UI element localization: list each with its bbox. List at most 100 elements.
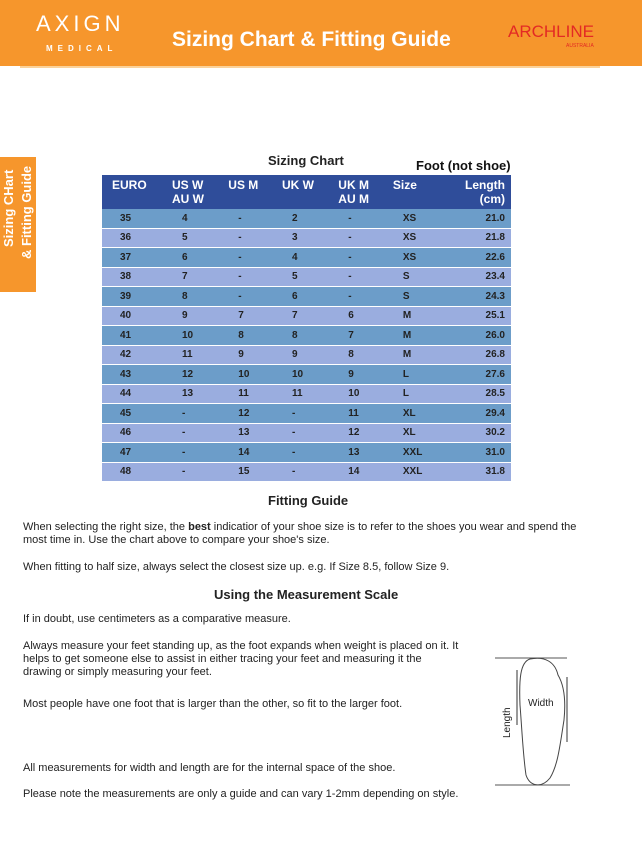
table-cell: 7 <box>328 325 383 346</box>
table-cell: 10 <box>161 325 219 346</box>
table-cell: 46 <box>102 423 162 443</box>
table-cell: 39 <box>102 286 162 307</box>
table-cell: 41 <box>102 325 162 346</box>
measure-p5: Please note the measurements are only a … <box>23 788 459 800</box>
table-cell: 13 <box>328 442 383 463</box>
table-row: 47-14-13 XXL 31.0 <box>102 442 511 463</box>
column-header: UK M AU M <box>328 175 383 209</box>
table-cell: 22.6 <box>435 247 511 268</box>
archline-logo: ARCHLINE <box>508 22 594 41</box>
fitting-p2: When fitting to half size, always select… <box>23 561 450 573</box>
table-cell: 7 <box>271 306 329 326</box>
table-cell: 15 <box>218 462 272 482</box>
table-cell: M <box>382 306 436 326</box>
table-cell: 6 <box>161 247 219 268</box>
table-cell: L <box>382 384 436 404</box>
column-header: UK W <box>271 175 329 209</box>
header-text: AU M <box>338 192 369 206</box>
table-cell: 31.0 <box>435 442 511 463</box>
table-cell: - <box>328 247 383 268</box>
table-cell: - <box>271 442 329 463</box>
table-cell: S <box>382 286 436 307</box>
table-row: 38 7-5- S 23.4 <box>102 267 511 287</box>
table-cell: 5 <box>161 228 219 248</box>
table-row: 44 13 11 11 10 L 28.5 <box>102 384 511 404</box>
table-cell: 14 <box>328 462 383 482</box>
header-text: AU W <box>171 192 204 206</box>
header-text: UK W <box>281 178 314 192</box>
table-cell: 4 <box>161 209 219 229</box>
side-tab: Sizing CHart & Fitting Guide <box>0 157 36 292</box>
header-text: US M <box>228 178 259 192</box>
table-cell: - <box>218 247 272 268</box>
table-cell: 36 <box>102 228 162 248</box>
table-cell: XS <box>382 247 436 268</box>
table-cell: 6 <box>271 286 329 307</box>
table-cell: - <box>271 423 329 443</box>
column-header: US M <box>218 175 272 209</box>
foot-diagram: Width Length <box>495 657 570 786</box>
table-row: 41 10 8 8 7 M 26.0 <box>102 325 511 346</box>
table-cell: 6 <box>328 306 383 326</box>
header-banner <box>0 0 642 66</box>
table-cell: 11 <box>161 345 219 365</box>
sizing-table: EURO US W AU W US M UK W UK M AU M Size Length (c… <box>102 175 511 482</box>
table-row: 43 12 10 10 9 L 27.6 <box>102 364 511 385</box>
table-cell: XL <box>382 423 436 443</box>
page-title: Sizing Chart & Fitting Guide <box>172 28 451 51</box>
table-cell: 35 <box>102 209 162 229</box>
column-header: Length (cm) <box>435 175 511 209</box>
table-cell: 8 <box>161 286 219 307</box>
measure-p1: If in doubt, use centimeters as a compar… <box>23 613 291 625</box>
foot-outline <box>519 657 566 786</box>
table-cell: 10 <box>218 364 272 385</box>
header-text: Length <box>465 178 505 192</box>
table-cell: - <box>161 462 219 482</box>
table-cell: 25.1 <box>435 306 511 326</box>
table-cell: 14 <box>218 442 272 463</box>
table-cell: - <box>328 228 383 248</box>
header-text: US W <box>171 178 204 192</box>
chart-title: Sizing Chart <box>268 153 344 168</box>
table-cell: 9 <box>271 345 329 365</box>
table-cell: 26.8 <box>435 345 511 365</box>
measure-p2: Always measure your feet standing up, as… <box>23 640 459 678</box>
table-cell: 26.0 <box>435 325 511 346</box>
table-cell: 29.4 <box>435 403 511 424</box>
table-cell: 24.3 <box>435 286 511 307</box>
table-cell: 9 <box>218 345 272 365</box>
width-label: Width <box>528 698 554 709</box>
table-cell: 13 <box>218 423 272 443</box>
table-row: 46-13-12 XL 30.2 <box>102 423 511 443</box>
header-text: UK M <box>338 178 369 192</box>
table-cell: 37 <box>102 247 162 268</box>
table-cell: 3 <box>271 228 329 248</box>
axign-logo: AXIGN <box>36 11 125 36</box>
table-cell: - <box>328 286 383 307</box>
side-tab-line1: Sizing CHart <box>1 169 16 247</box>
table-row: 36 5-3- XS 21.8 <box>102 228 511 248</box>
table-cell: 31.8 <box>435 462 511 482</box>
table-row: 37 6-4- XS 22.6 <box>102 247 511 268</box>
table-cell: 44 <box>102 384 162 404</box>
table-cell: 47 <box>102 442 162 463</box>
header-divider <box>20 66 600 68</box>
table-cell: 43 <box>102 364 162 385</box>
table-cell: 11 <box>218 384 272 404</box>
t: When selecting the right size, the <box>23 521 189 533</box>
table-cell: 8 <box>218 325 272 346</box>
table-cell: 38 <box>102 267 162 287</box>
table-row: 39 8-6- S 24.3 <box>102 286 511 307</box>
header-text: Size <box>392 178 417 192</box>
table-cell: M <box>382 345 436 365</box>
table-row: 40 9 7 7 6 M 25.1 <box>102 306 511 326</box>
table-cell: 2 <box>271 209 329 229</box>
table-cell: M <box>382 325 436 346</box>
fitting-title: Fitting Guide <box>268 493 349 508</box>
measure-p4: All measurements for width and length ar… <box>23 762 396 774</box>
table-cell: - <box>328 267 383 287</box>
measure-title: Using the Measurement Scale <box>214 587 399 602</box>
chart-note: Foot (not shoe) <box>416 158 511 173</box>
table-cell: 10 <box>271 364 329 385</box>
table-row: 42 11 9 9 8 M 26.8 <box>102 345 511 365</box>
